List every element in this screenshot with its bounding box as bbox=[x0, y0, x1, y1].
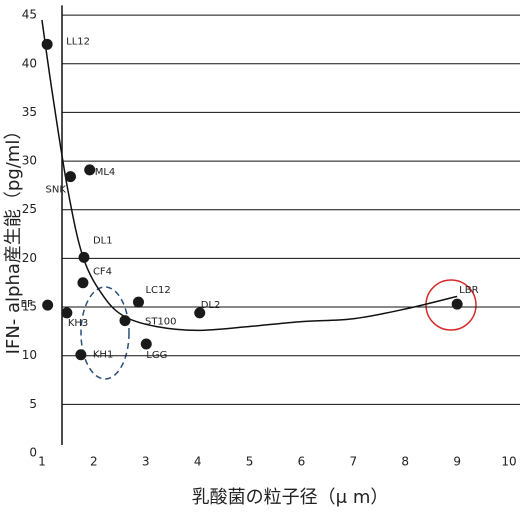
point-label: CF4 bbox=[93, 267, 112, 278]
y-tick-label: 45 bbox=[22, 8, 37, 22]
point-label: LL12 bbox=[66, 36, 90, 47]
highlight-ellipse bbox=[80, 286, 130, 380]
point-label: DL1 bbox=[93, 235, 113, 246]
point-label: ML4 bbox=[95, 167, 116, 178]
data-point bbox=[75, 349, 87, 361]
data-point bbox=[61, 307, 73, 319]
data-point bbox=[119, 315, 131, 327]
x-tick-label: 9 bbox=[453, 455, 461, 469]
x-tick-label: 1 bbox=[38, 455, 46, 469]
x-tick-label: 2 bbox=[90, 455, 98, 469]
point-label: LGG bbox=[146, 350, 167, 361]
data-point bbox=[132, 296, 144, 308]
y-tick-label: 30 bbox=[22, 154, 37, 168]
point-label: DL2 bbox=[201, 300, 221, 311]
data-point bbox=[64, 171, 76, 183]
x-tick-label: 10 bbox=[501, 455, 516, 469]
x-tick-label: 7 bbox=[350, 455, 358, 469]
y-tick-label: 15 bbox=[22, 300, 37, 314]
data-point bbox=[77, 277, 89, 289]
x-tick-label: 5 bbox=[246, 455, 254, 469]
highlight-circle bbox=[425, 279, 477, 331]
point-label: SNK bbox=[45, 185, 66, 196]
data-point bbox=[42, 299, 54, 311]
data-point bbox=[41, 38, 53, 50]
data-point bbox=[140, 338, 152, 350]
point-label: KH3 bbox=[68, 318, 88, 329]
point-label: KH1 bbox=[93, 350, 113, 361]
data-point bbox=[84, 164, 96, 176]
y-tick-label: 35 bbox=[22, 105, 37, 119]
point-label: EF bbox=[21, 299, 33, 310]
y-tick-label: 10 bbox=[22, 348, 37, 362]
point-label: LBR bbox=[459, 285, 478, 296]
x-tick-label: 6 bbox=[298, 455, 306, 469]
point-label: ST100 bbox=[145, 317, 177, 328]
y-axis-label: IFN- alpha産生能（pg/ml） bbox=[3, 122, 24, 355]
x-tick-label: 4 bbox=[194, 455, 202, 469]
x-tick-label: 8 bbox=[401, 455, 409, 469]
y-tick-label: 5 bbox=[29, 397, 37, 411]
x-tick-label: 3 bbox=[142, 455, 150, 469]
y-tick-label: 0 bbox=[29, 446, 37, 460]
data-point bbox=[194, 307, 206, 319]
point-label: LC12 bbox=[145, 285, 170, 296]
data-point bbox=[451, 298, 463, 310]
y-tick-label: 25 bbox=[22, 202, 37, 216]
x-axis-label: 乳酸菌の粒子径（μ m） bbox=[192, 487, 389, 508]
data-point bbox=[78, 251, 90, 263]
y-tick-label: 40 bbox=[22, 56, 37, 70]
y-tick-label: 20 bbox=[22, 251, 37, 265]
